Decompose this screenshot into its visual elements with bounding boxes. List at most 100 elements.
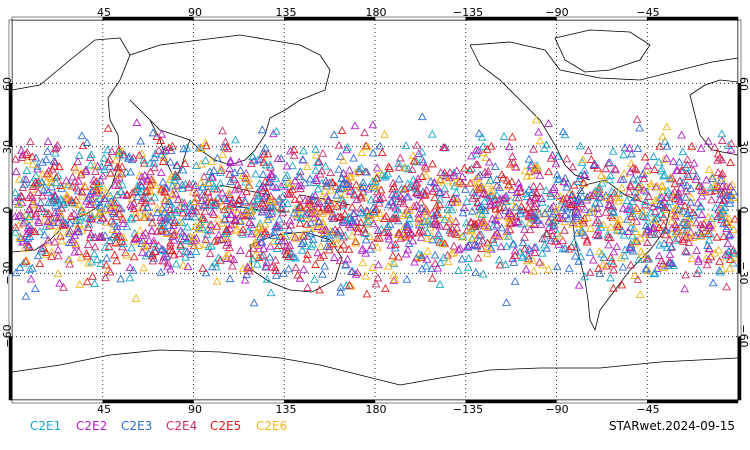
- observation-marker: [35, 259, 45, 268]
- observation-marker: [50, 237, 60, 246]
- observation-marker: [332, 190, 342, 199]
- observation-marker: [167, 190, 177, 199]
- observation-marker: [618, 262, 628, 271]
- observation-marker: [400, 163, 409, 172]
- observation-marker: [467, 206, 477, 215]
- observation-marker: [288, 231, 298, 240]
- observation-marker: [100, 243, 110, 252]
- observation-marker: [674, 157, 684, 166]
- observation-marker: [246, 207, 256, 216]
- observation-marker: [282, 161, 292, 170]
- observation-marker: [718, 181, 727, 190]
- observation-marker: [290, 232, 300, 241]
- observation-marker: [267, 170, 277, 178]
- observation-marker: [359, 224, 369, 233]
- observation-marker: [277, 205, 287, 214]
- observation-marker: [547, 214, 557, 223]
- observation-marker: [112, 174, 122, 183]
- observation-marker: [539, 143, 549, 152]
- lat-tick-label-left: 0: [1, 207, 14, 214]
- observation-marker: [288, 161, 297, 170]
- observation-marker: [576, 141, 585, 150]
- observation-marker: [470, 221, 480, 230]
- observation-marker: [43, 216, 53, 225]
- observation-marker: [344, 244, 354, 253]
- observation-marker: [636, 247, 646, 255]
- observation-marker: [692, 269, 702, 277]
- observation-marker: [88, 271, 97, 280]
- observation-marker: [313, 184, 323, 193]
- observation-marker: [414, 228, 424, 237]
- observation-marker: [30, 227, 40, 236]
- observation-marker: [458, 208, 468, 217]
- observation-marker: [674, 188, 683, 197]
- observation-marker: [401, 141, 411, 149]
- observation-marker: [574, 219, 583, 227]
- observation-marker: [105, 161, 114, 170]
- observation-marker: [438, 170, 448, 179]
- observation-marker: [112, 256, 122, 265]
- observation-marker: [86, 229, 96, 238]
- observation-marker: [176, 241, 186, 250]
- observation-marker: [250, 239, 260, 248]
- observation-marker: [218, 126, 227, 135]
- observation-marker: [148, 256, 158, 265]
- observation-marker: [316, 241, 326, 250]
- observation-marker: [231, 135, 240, 144]
- observation-marker: [492, 220, 502, 229]
- observation-marker: [479, 188, 489, 197]
- observation-marker: [53, 171, 63, 180]
- observation-marker: [569, 180, 579, 189]
- observation-marker: [507, 132, 517, 141]
- observation-marker: [114, 148, 124, 157]
- observation-marker: [20, 244, 29, 252]
- observation-marker: [85, 214, 94, 222]
- observation-marker: [115, 170, 125, 179]
- observation-marker: [659, 155, 669, 163]
- observation-marker: [25, 264, 35, 273]
- observation-marker: [588, 255, 598, 264]
- observation-marker: [375, 194, 385, 203]
- observation-marker: [286, 220, 296, 229]
- observation-marker: [288, 252, 298, 261]
- observation-marker: [308, 239, 318, 248]
- observation-marker: [596, 171, 606, 180]
- observation-marker: [402, 219, 412, 228]
- observation-marker: [309, 213, 319, 222]
- observation-marker: [158, 256, 168, 265]
- observation-marker: [30, 284, 40, 293]
- observation-marker: [106, 267, 115, 276]
- observation-marker: [320, 261, 330, 270]
- observation-marker: [63, 197, 73, 206]
- observation-marker: [259, 149, 269, 158]
- observation-marker: [365, 215, 375, 224]
- observation-marker: [249, 156, 259, 165]
- observation-marker: [572, 243, 582, 252]
- observation-marker: [450, 227, 459, 236]
- observation-marker: [272, 223, 282, 232]
- observation-marker: [314, 157, 324, 166]
- observation-marker: [342, 179, 352, 188]
- observation-marker: [21, 216, 30, 225]
- observation-marker: [403, 245, 413, 254]
- observation-marker: [528, 212, 538, 220]
- observation-marker: [616, 253, 626, 262]
- observation-marker: [342, 145, 352, 154]
- observation-marker: [111, 155, 121, 164]
- observation-marker: [595, 199, 604, 207]
- observation-marker: [421, 261, 431, 270]
- observation-marker: [716, 175, 726, 184]
- observation-marker: [318, 209, 327, 218]
- observation-marker: [417, 147, 427, 156]
- observation-marker: [687, 141, 697, 150]
- observation-marker: [492, 175, 502, 183]
- observation-marker: [502, 241, 511, 250]
- observation-marker: [226, 253, 236, 262]
- observation-marker: [482, 248, 492, 257]
- observation-marker: [143, 176, 153, 185]
- observation-marker: [293, 203, 303, 212]
- observation-marker: [510, 250, 520, 259]
- observation-marker: [524, 203, 533, 212]
- observation-marker: [538, 260, 547, 269]
- observation-marker: [471, 222, 480, 231]
